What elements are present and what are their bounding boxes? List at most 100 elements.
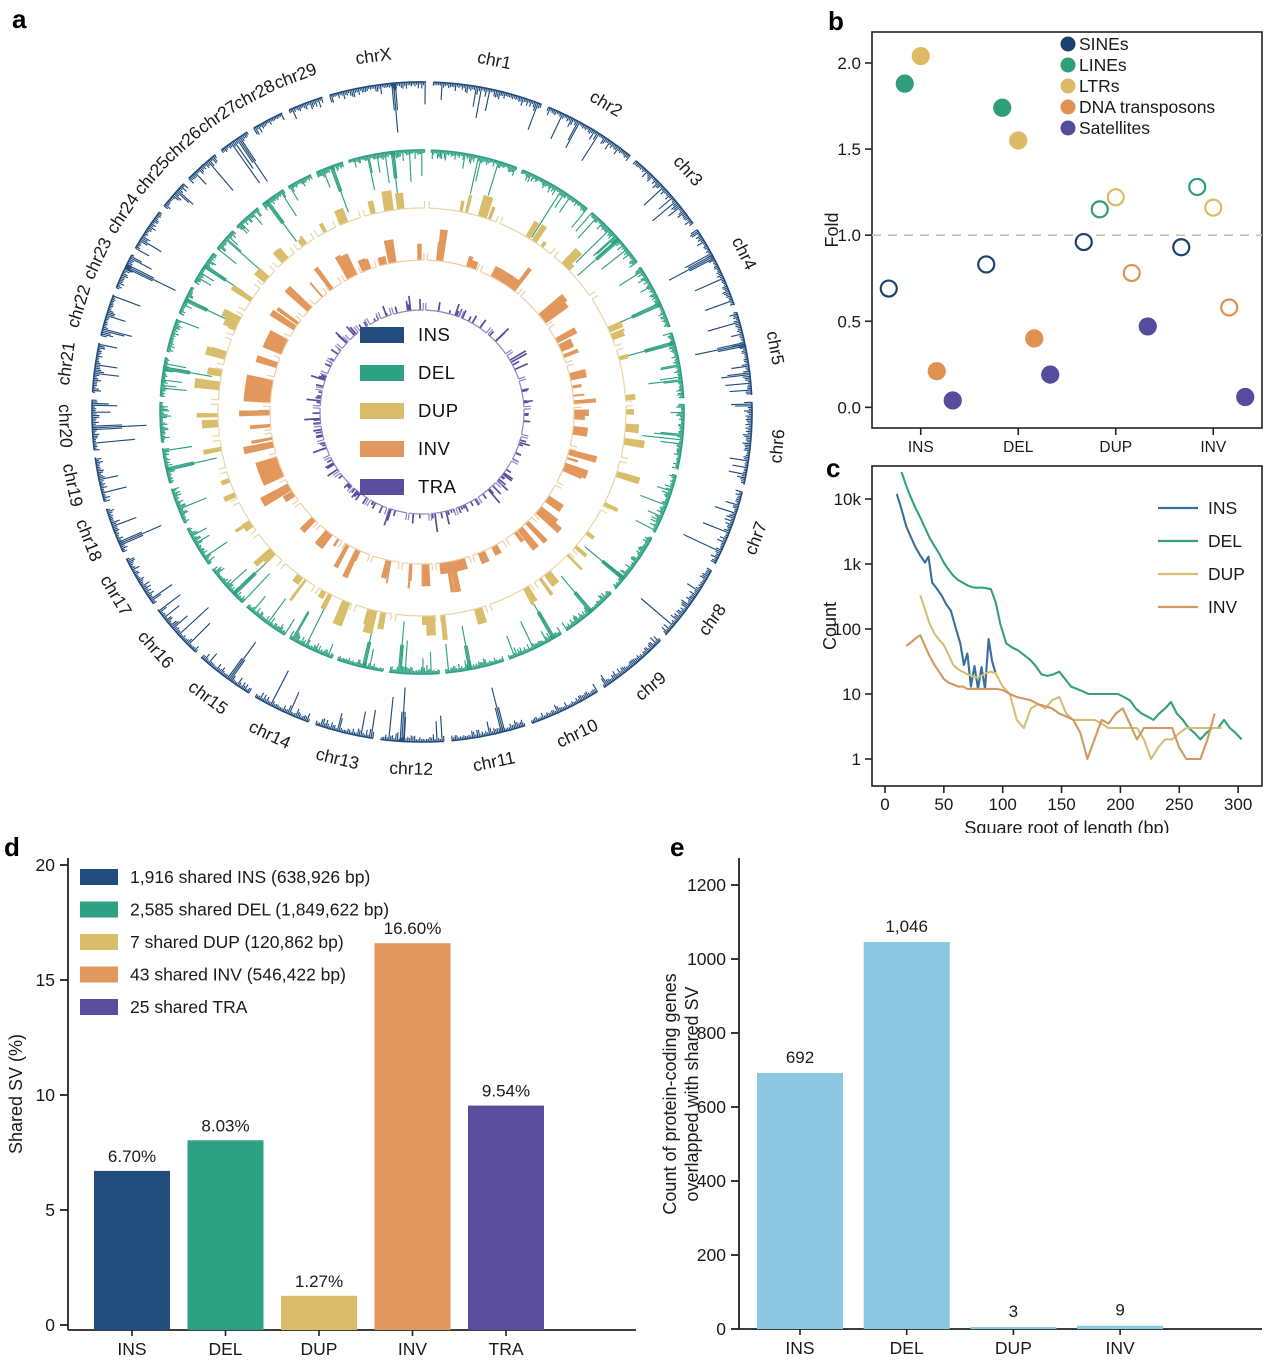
inv-block [341, 266, 346, 269]
y-tick-label: 2.0 [837, 54, 861, 73]
bar-dup [281, 1296, 357, 1330]
tra-ticks [313, 443, 327, 453]
inv-block [553, 310, 557, 315]
dup-block [297, 589, 299, 591]
x-category-label: DUP [301, 1339, 338, 1359]
inv-block [480, 556, 487, 559]
dup-block [214, 369, 215, 376]
legend-label: 43 shared INV (546,422 bp) [130, 965, 346, 985]
bar-value-label: 8.03% [201, 1116, 249, 1135]
inv-block [545, 513, 550, 519]
dup-block [338, 611, 347, 614]
tra-ticks [383, 306, 387, 316]
point-dna-transposons-inv [1221, 299, 1237, 315]
dup-block [230, 313, 233, 320]
chromosome-label: chr12 [389, 758, 433, 779]
dup-block [627, 474, 629, 480]
legend-label: 1,916 shared INS (638,926 bp) [130, 867, 370, 887]
tra-ticks [490, 329, 509, 342]
inv-block [517, 284, 519, 285]
inv-block [266, 460, 274, 481]
inv-block [266, 359, 268, 365]
dup-block [396, 201, 404, 202]
y-tick-label: 10k [834, 490, 862, 509]
tra-ticks [304, 413, 320, 423]
tra-ticks [510, 351, 528, 370]
legend-swatch [360, 403, 404, 419]
point-sines-ins [881, 281, 897, 297]
legend-label: DUP [1208, 564, 1245, 584]
dup-block [490, 213, 493, 214]
chromosome-label: chr1 [476, 47, 513, 73]
dup-block [569, 266, 572, 269]
legend-label: DEL [1208, 531, 1242, 551]
legend-marker [1061, 79, 1076, 94]
inv-block [582, 453, 584, 459]
point-dna-transposons-dup [1124, 265, 1140, 281]
x-category-label: INV [398, 1339, 428, 1359]
inv-block [282, 318, 285, 323]
line-series-group [897, 472, 1242, 759]
tra-ticks [524, 414, 531, 422]
legend-marker [1061, 100, 1076, 115]
y-axis-label: Count [822, 602, 840, 650]
legend-marker [1061, 121, 1076, 136]
x-tick-label: 200 [1106, 795, 1134, 814]
chromosome-label: chr13 [314, 744, 361, 774]
line-del [902, 472, 1242, 739]
legend-swatch [360, 365, 404, 381]
inv-block [383, 569, 388, 570]
chromosome-label: chr24 [102, 189, 143, 237]
dup-block [295, 577, 301, 581]
inv-block [448, 577, 452, 578]
dup-block [548, 576, 555, 581]
tra-ticks [483, 486, 501, 503]
inv-block [257, 377, 260, 402]
bar-ins [94, 1171, 170, 1330]
dup-block [528, 593, 533, 596]
inv-block [493, 548, 499, 551]
dup-block [481, 205, 490, 208]
point-ltrs-del [1010, 132, 1026, 148]
chromosome-label: chr28 [230, 75, 278, 113]
panel-c-label: c [826, 455, 840, 481]
dup-block [589, 534, 591, 537]
legend-label: SINEs [1079, 34, 1129, 54]
bar-value-label: 16.60% [384, 919, 442, 938]
x-tick-label: 300 [1224, 795, 1252, 814]
chromosome-label: chr21 [53, 340, 79, 386]
dup-block [241, 291, 244, 295]
chromosome-label: chr9 [631, 667, 670, 704]
x-category-label: DEL [208, 1339, 242, 1359]
chromosome-label: chr23 [79, 234, 116, 282]
x-tick-label: 250 [1165, 795, 1193, 814]
legend-swatch [80, 902, 118, 918]
point-satellites-del [1042, 367, 1058, 383]
inv-block [580, 427, 581, 436]
chromosome-label: chr16 [134, 627, 178, 673]
dup-block [610, 505, 612, 508]
x-tick-label: 0 [880, 795, 889, 814]
point-ltrs-dup [1108, 189, 1124, 205]
chromosome-label: chr5 [763, 329, 789, 366]
circos-legend-item: TRA [360, 476, 459, 498]
tra-ticks [307, 392, 322, 403]
bar-value-label: 1.27% [295, 1272, 343, 1291]
y-tick-label: 1000 [687, 949, 726, 969]
inv-block [525, 536, 531, 541]
bar-del [864, 942, 950, 1329]
dup-block [300, 242, 303, 244]
chromosome-label: chr7 [740, 519, 771, 558]
inv-block [570, 352, 571, 356]
tra-ticks [462, 310, 485, 328]
panel-b-label: b [828, 8, 844, 34]
inv-block [274, 491, 278, 499]
legend-label: 25 shared TRA [130, 997, 248, 1017]
y-tick-label: 20 [36, 855, 56, 875]
dup-block [542, 243, 545, 245]
chromosome-label: chr20 [55, 404, 77, 449]
inv-block [452, 576, 458, 577]
